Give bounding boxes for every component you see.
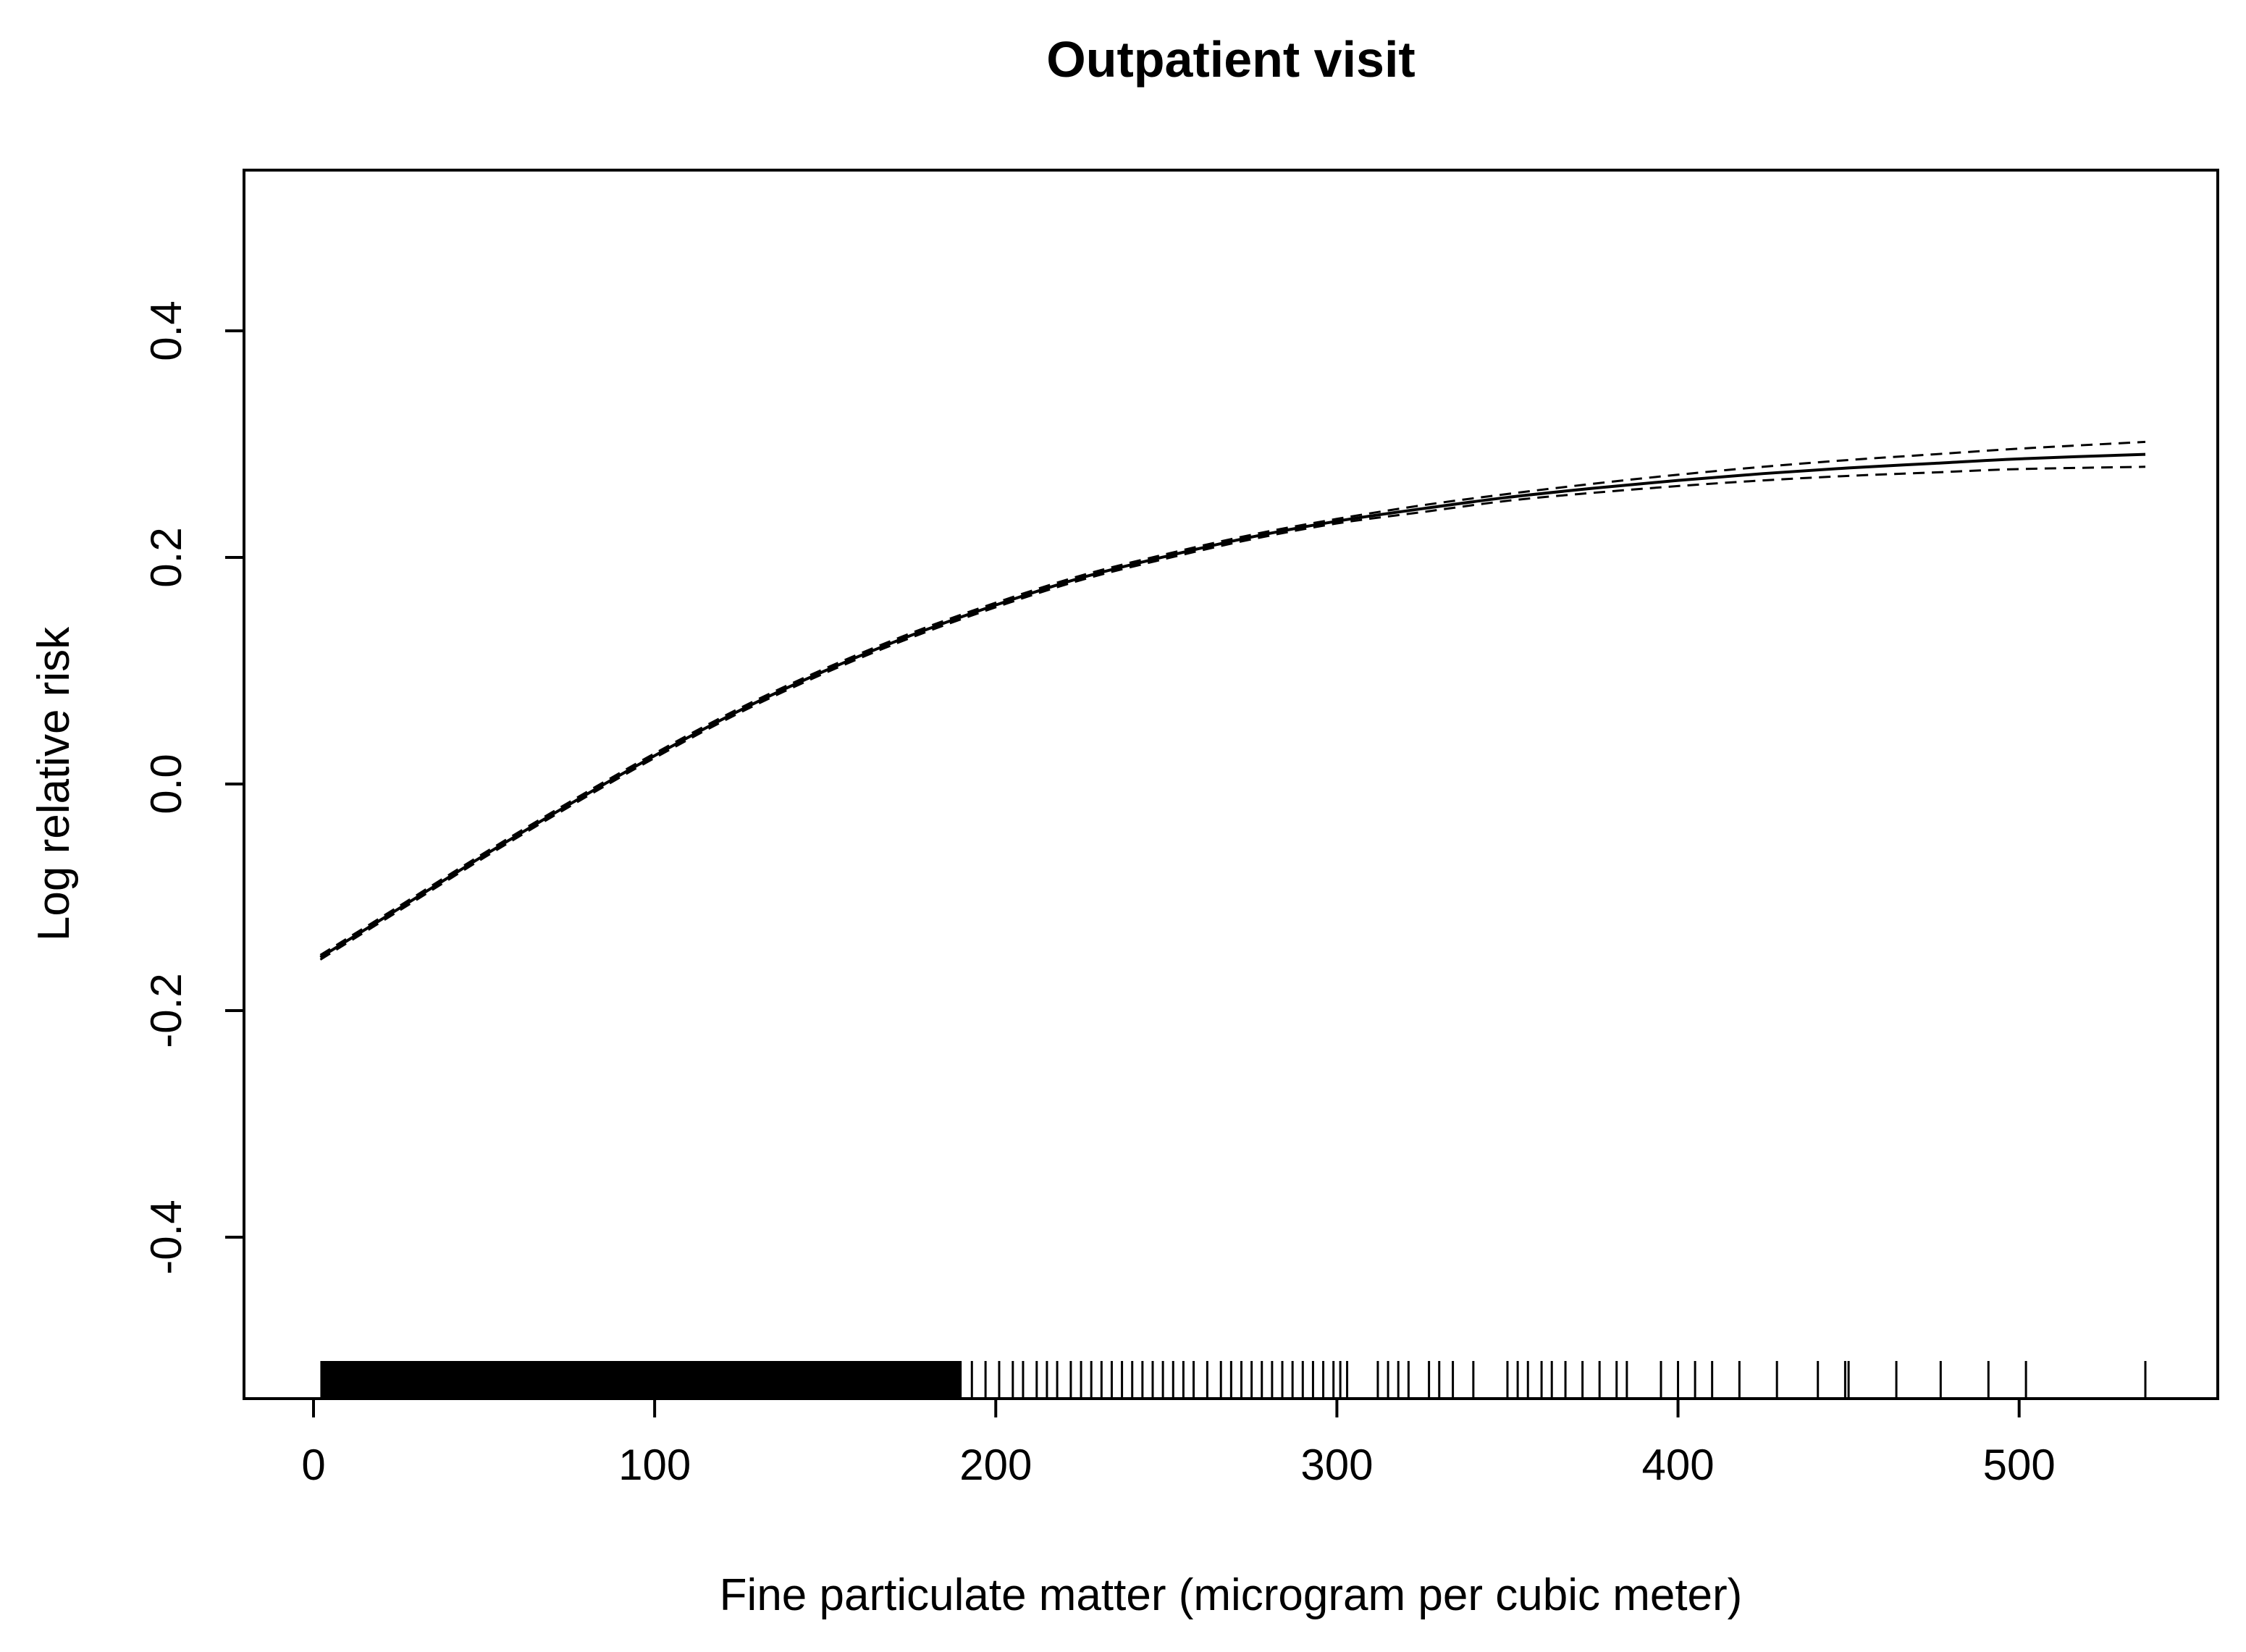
x-tick-label: 0: [301, 1441, 325, 1489]
series-lower-ci: [319, 465, 2146, 961]
rug-dense-band: [320, 1361, 962, 1399]
series-upper-ci: [319, 440, 2146, 956]
x-tick-label: 200: [959, 1441, 1032, 1489]
rug-group: [320, 1361, 2147, 1399]
y-tick-label: 0.0: [142, 754, 190, 814]
y-axis-label: Log relative risk: [29, 626, 79, 941]
x-tick-label: 100: [618, 1441, 691, 1489]
x-axis-label: Fine particulate matter (microgram per c…: [720, 1570, 1743, 1620]
x-axis: 0 100 200 300 400 500: [301, 1397, 2056, 1489]
plot-frame: [243, 169, 2219, 1400]
chart-title: Outpatient visit: [1046, 31, 1415, 88]
y-tick-label: -0.2: [142, 973, 190, 1048]
series-estimate: [319, 452, 2146, 959]
x-tick-label: 500: [1983, 1441, 2056, 1489]
series-group: [319, 440, 2146, 961]
x-tick-label: 300: [1300, 1441, 1373, 1489]
y-axis: -0.4 -0.2 0.0 0.2 0.4: [142, 300, 245, 1275]
x-tick-label: 400: [1641, 1441, 1714, 1489]
y-tick-label: 0.2: [142, 527, 190, 587]
y-tick-label: 0.4: [142, 300, 190, 361]
y-tick-label: -0.4: [142, 1200, 190, 1274]
